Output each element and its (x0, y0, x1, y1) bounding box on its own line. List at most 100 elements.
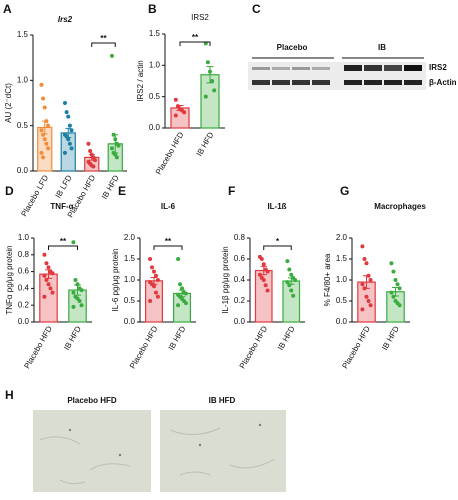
significance-label: ** (192, 33, 199, 42)
significance-label: ** (100, 34, 107, 43)
bar (39, 273, 58, 323)
blot-image (248, 62, 426, 90)
bar (282, 280, 301, 323)
data-point (66, 114, 71, 119)
data-point (173, 97, 178, 102)
y-tick-label: 0.0 (18, 317, 30, 326)
data-point (50, 271, 55, 276)
x-tick-label: Placebo HFD (238, 324, 270, 370)
data-point (397, 303, 402, 308)
data-point (39, 128, 44, 133)
micrograph-label: Placebo HFD (67, 396, 117, 405)
y-tick-label: 1.5 (17, 30, 29, 39)
data-point (360, 307, 365, 312)
data-point (152, 269, 156, 274)
data-point (44, 141, 49, 146)
data-point (62, 101, 67, 105)
y-axis-label: IL-1β pg/μg protein (221, 246, 230, 313)
data-point (175, 104, 180, 109)
data-point (182, 110, 187, 115)
y-tick-label: 0.0 (124, 317, 136, 326)
data-point (176, 257, 181, 261)
data-point (113, 137, 118, 142)
chart-title: TNF-α (50, 202, 73, 211)
data-point (285, 280, 290, 285)
data-point (67, 123, 72, 128)
data-point (148, 299, 153, 303)
x-tick-label: Placebo HFD (128, 324, 160, 370)
data-point (265, 288, 270, 293)
data-point (389, 290, 394, 295)
significance-bracket (263, 245, 292, 250)
data-point (44, 261, 49, 266)
data-point (73, 278, 78, 282)
blot-group: Placebo (277, 43, 308, 52)
data-point (180, 286, 184, 291)
y-axis-label: AU (2⁻dCt) (4, 83, 13, 123)
data-point (116, 143, 121, 148)
data-point (291, 293, 296, 298)
data-point (86, 141, 91, 146)
data-point (265, 269, 270, 274)
y-tick-label: 0.6 (234, 254, 246, 263)
significance-bracket (153, 245, 183, 250)
y-tick-label: 0.5 (124, 296, 136, 305)
y-tick-label: 1.0 (17, 75, 29, 84)
data-point (46, 282, 51, 287)
panel-letter: B (148, 2, 157, 16)
significance-label: ** (165, 237, 172, 246)
y-tick-label: 0.8 (18, 250, 30, 259)
data-point (261, 278, 266, 282)
data-point (42, 252, 47, 257)
data-point (360, 244, 365, 249)
data-point (152, 284, 156, 289)
data-point (50, 290, 55, 295)
y-tick-label: 2.0 (336, 233, 348, 242)
data-point (366, 299, 371, 303)
y-tick-label: 0.4 (234, 275, 246, 284)
micrograph (160, 410, 286, 492)
y-tick-label: 0.5 (336, 296, 348, 305)
data-point (205, 60, 210, 65)
x-tick-label: IB HFD (167, 324, 188, 351)
data-point (293, 278, 298, 282)
x-tick-label: IB LFD (54, 173, 74, 199)
data-point (42, 294, 47, 299)
micrograph-label: IB HFD (209, 396, 236, 405)
data-point (91, 164, 96, 169)
data-point (183, 301, 188, 306)
data-point (285, 259, 290, 264)
data-point (257, 272, 262, 277)
data-point (48, 286, 53, 291)
y-tick-label: 0.5 (17, 121, 29, 130)
data-point (109, 53, 114, 58)
data-point (210, 79, 215, 83)
y-axis-label: IL-6 pg/μg protein (111, 249, 120, 312)
data-point (79, 288, 84, 293)
data-point (289, 272, 294, 277)
significance-label: * (276, 237, 280, 246)
x-tick-label: IB HFD (62, 324, 83, 351)
data-point (42, 273, 47, 278)
y-tick-label: 0.0 (336, 317, 348, 326)
y-tick-label: 1.0 (149, 60, 161, 69)
data-point (153, 290, 158, 295)
panel-letter: E (118, 184, 126, 198)
data-point (362, 257, 367, 261)
chart-title: Irs2 (58, 15, 73, 24)
data-point (93, 158, 98, 163)
data-point (41, 132, 46, 137)
y-axis-label: TNFα pg/μg protein (5, 245, 14, 314)
y-tick-label: 1.5 (149, 29, 161, 38)
data-point (389, 261, 394, 266)
y-axis-label: % F4/80+ area (323, 253, 332, 306)
panel-letter: F (228, 184, 235, 198)
y-tick-label: 0.8 (234, 233, 246, 242)
data-point (364, 294, 369, 299)
y-tick-label: 0.0 (149, 123, 161, 132)
data-point (368, 303, 373, 308)
data-point (263, 283, 268, 288)
data-point (368, 278, 373, 282)
data-point (69, 146, 74, 151)
